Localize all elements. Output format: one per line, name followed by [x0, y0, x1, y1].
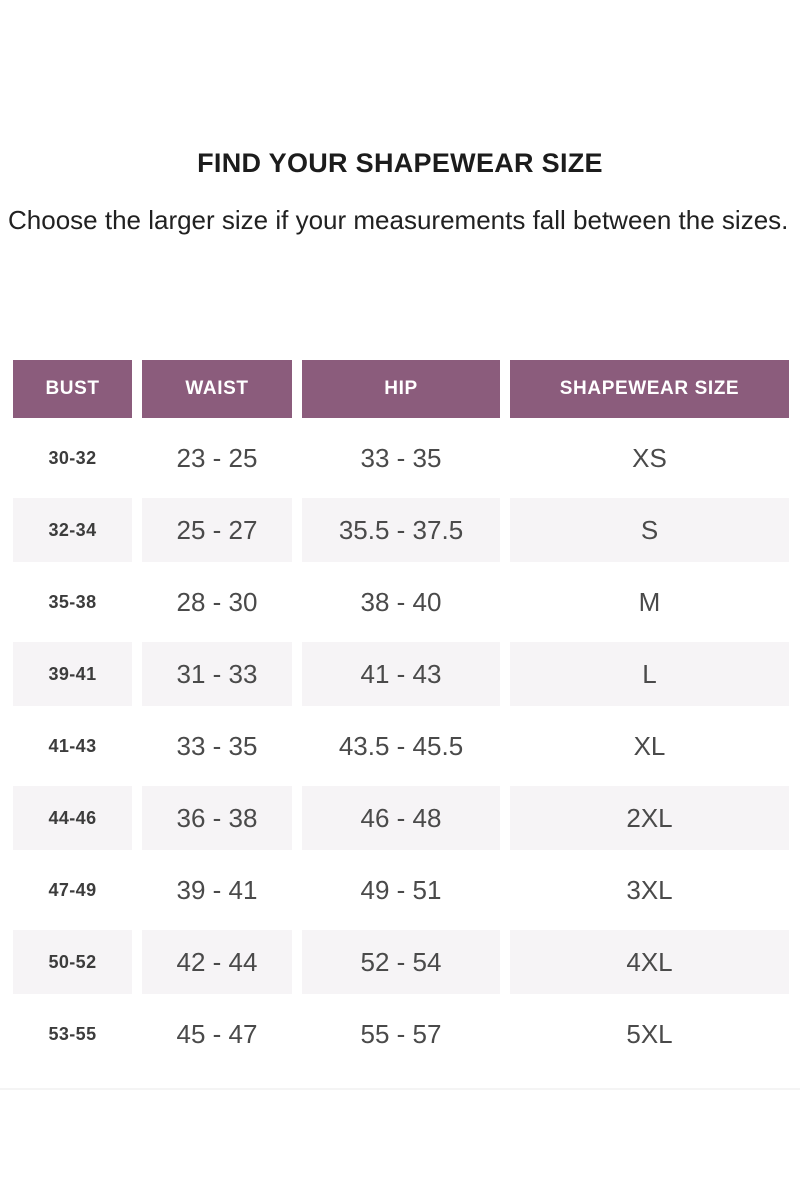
waist-range-cell: 45 - 47 [142, 1002, 292, 1066]
waist-range-cell: 28 - 30 [142, 570, 292, 634]
shapewear-size-cell: 2XL [510, 786, 789, 850]
section-divider [0, 1088, 800, 1090]
waist-range-cell: 31 - 33 [142, 642, 292, 706]
waist-range-cell: 25 - 27 [142, 498, 292, 562]
hip-range-cell: 52 - 54 [302, 930, 500, 994]
hip-range-cell: 49 - 51 [302, 858, 500, 922]
hip-range-cell: 33 - 35 [302, 426, 500, 490]
shapewear-size-cell: M [510, 570, 789, 634]
waist-range-cell: 23 - 25 [142, 426, 292, 490]
bust-range-cell: 32-34 [13, 498, 132, 562]
header-cell-waist: WAIST [142, 360, 292, 418]
bust-range-cell: 47-49 [13, 858, 132, 922]
shapewear-size-cell: 3XL [510, 858, 789, 922]
bust-range-cell: 30-32 [13, 426, 132, 490]
waist-range-cell: 39 - 41 [142, 858, 292, 922]
shapewear-size-cell: 4XL [510, 930, 789, 994]
bust-range-cell: 39-41 [13, 642, 132, 706]
shapewear-size-cell: L [510, 642, 789, 706]
shapewear-size-cell: XS [510, 426, 789, 490]
bust-range-cell: 35-38 [13, 570, 132, 634]
header-cell-bust: BUST [13, 360, 132, 418]
hip-range-cell: 46 - 48 [302, 786, 500, 850]
page-title: FIND YOUR SHAPEWEAR SIZE [197, 148, 603, 178]
bust-range-cell: 50-52 [13, 930, 132, 994]
hip-range-cell: 35.5 - 37.5 [302, 498, 500, 562]
waist-range-cell: 42 - 44 [142, 930, 292, 994]
shapewear-size-cell: XL [510, 714, 789, 778]
header-cell-shapewear-size: SHAPEWEAR SIZE [510, 360, 789, 418]
size-chart-table: BUST WAIST HIP SHAPEWEAR SIZE 30-32 23 -… [13, 360, 789, 1066]
page-subtitle: Choose the larger size if your measureme… [8, 205, 789, 235]
waist-range-cell: 33 - 35 [142, 714, 292, 778]
bust-range-cell: 44-46 [13, 786, 132, 850]
shapewear-size-cell: S [510, 498, 789, 562]
hip-range-cell: 41 - 43 [302, 642, 500, 706]
header-cell-hip: HIP [302, 360, 500, 418]
hip-range-cell: 55 - 57 [302, 1002, 500, 1066]
bust-range-cell: 41-43 [13, 714, 132, 778]
hip-range-cell: 38 - 40 [302, 570, 500, 634]
shapewear-size-cell: 5XL [510, 1002, 789, 1066]
hip-range-cell: 43.5 - 45.5 [302, 714, 500, 778]
waist-range-cell: 36 - 38 [142, 786, 292, 850]
bust-range-cell: 53-55 [13, 1002, 132, 1066]
